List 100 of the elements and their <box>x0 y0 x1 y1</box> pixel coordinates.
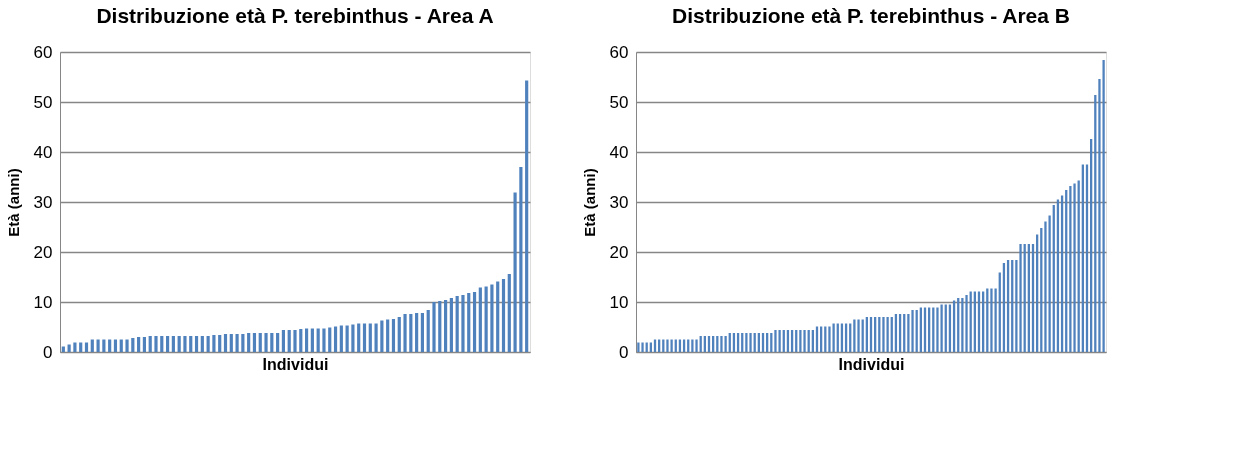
bar <box>420 313 425 352</box>
bar <box>828 326 831 352</box>
bar <box>380 320 384 352</box>
bar <box>426 310 430 352</box>
bar <box>183 336 187 352</box>
bar <box>316 328 320 352</box>
bar <box>247 333 251 352</box>
bar <box>223 334 228 352</box>
bar <box>96 339 100 352</box>
bar <box>339 325 343 352</box>
bar <box>177 336 181 352</box>
bar <box>113 339 118 352</box>
y-tick-label: 10 <box>33 292 53 312</box>
bar <box>496 281 500 352</box>
bar <box>276 333 280 352</box>
bar <box>501 279 506 352</box>
bar <box>148 336 152 352</box>
bar <box>160 336 164 352</box>
bar <box>345 325 349 352</box>
bar <box>200 336 204 352</box>
bar <box>154 336 158 352</box>
bar <box>108 339 112 352</box>
bar <box>1069 186 1072 352</box>
bar <box>328 327 332 352</box>
y-tick-label: 60 <box>609 42 629 62</box>
bar <box>357 323 361 352</box>
bar <box>455 296 459 352</box>
bar <box>142 337 147 352</box>
bar <box>749 333 752 352</box>
bar <box>119 339 123 352</box>
bar <box>857 319 860 352</box>
bar <box>472 292 477 352</box>
bar <box>513 192 517 352</box>
bar <box>637 342 640 352</box>
bar <box>137 337 141 352</box>
bar <box>774 330 777 352</box>
bar <box>911 310 914 352</box>
bar <box>171 336 175 352</box>
y-tick-label: 40 <box>33 142 53 162</box>
bar <box>287 330 291 352</box>
bar <box>1073 183 1076 352</box>
bar <box>391 319 396 352</box>
bar <box>90 339 94 352</box>
y-tick-label: 30 <box>609 192 629 212</box>
bar <box>299 329 303 352</box>
bar <box>778 330 781 352</box>
bar <box>374 323 378 352</box>
y-tick-label: 50 <box>33 92 53 112</box>
bar <box>1102 60 1105 352</box>
bar <box>994 288 997 352</box>
bar <box>853 319 856 352</box>
bar <box>720 336 723 352</box>
bar <box>443 300 448 352</box>
bar <box>415 313 419 352</box>
bar <box>484 286 488 352</box>
bar <box>940 304 943 352</box>
bar <box>73 342 77 352</box>
bar <box>258 333 262 352</box>
bar <box>333 326 338 352</box>
bar <box>1019 244 1022 352</box>
bar <box>490 284 494 352</box>
bar <box>281 330 286 352</box>
bar <box>519 167 523 352</box>
bar <box>936 307 939 352</box>
bar <box>206 336 210 352</box>
bar <box>189 336 193 352</box>
bar <box>691 339 694 352</box>
bar <box>351 324 355 352</box>
y-axis-title: Età (anni) <box>4 168 22 237</box>
y-tick-label: 20 <box>609 242 629 262</box>
bar <box>252 333 257 352</box>
bar <box>212 335 216 352</box>
bar <box>293 330 297 352</box>
y-tick-label: 20 <box>33 242 53 262</box>
bar <box>461 295 465 352</box>
bar <box>641 342 644 352</box>
bar <box>218 335 222 352</box>
y-tick-label: 10 <box>609 292 629 312</box>
bar <box>397 317 401 352</box>
y-tick-label: 50 <box>609 92 629 112</box>
bar <box>270 333 274 352</box>
bar <box>670 339 673 352</box>
bar <box>79 342 83 352</box>
x-axis-title: Individui <box>262 355 329 373</box>
bar <box>322 328 326 352</box>
bar <box>131 338 135 352</box>
bar <box>695 339 698 352</box>
bar <box>125 339 129 352</box>
bar <box>264 333 268 352</box>
bar <box>525 80 529 352</box>
bar <box>990 288 993 352</box>
bar <box>724 336 727 352</box>
bar <box>965 295 968 352</box>
bar <box>1048 215 1051 352</box>
bar <box>241 334 245 352</box>
bar <box>403 314 407 352</box>
bar <box>386 319 390 352</box>
bar <box>666 339 669 352</box>
bar <box>882 317 885 352</box>
x-axis-title: Individui <box>838 355 905 373</box>
